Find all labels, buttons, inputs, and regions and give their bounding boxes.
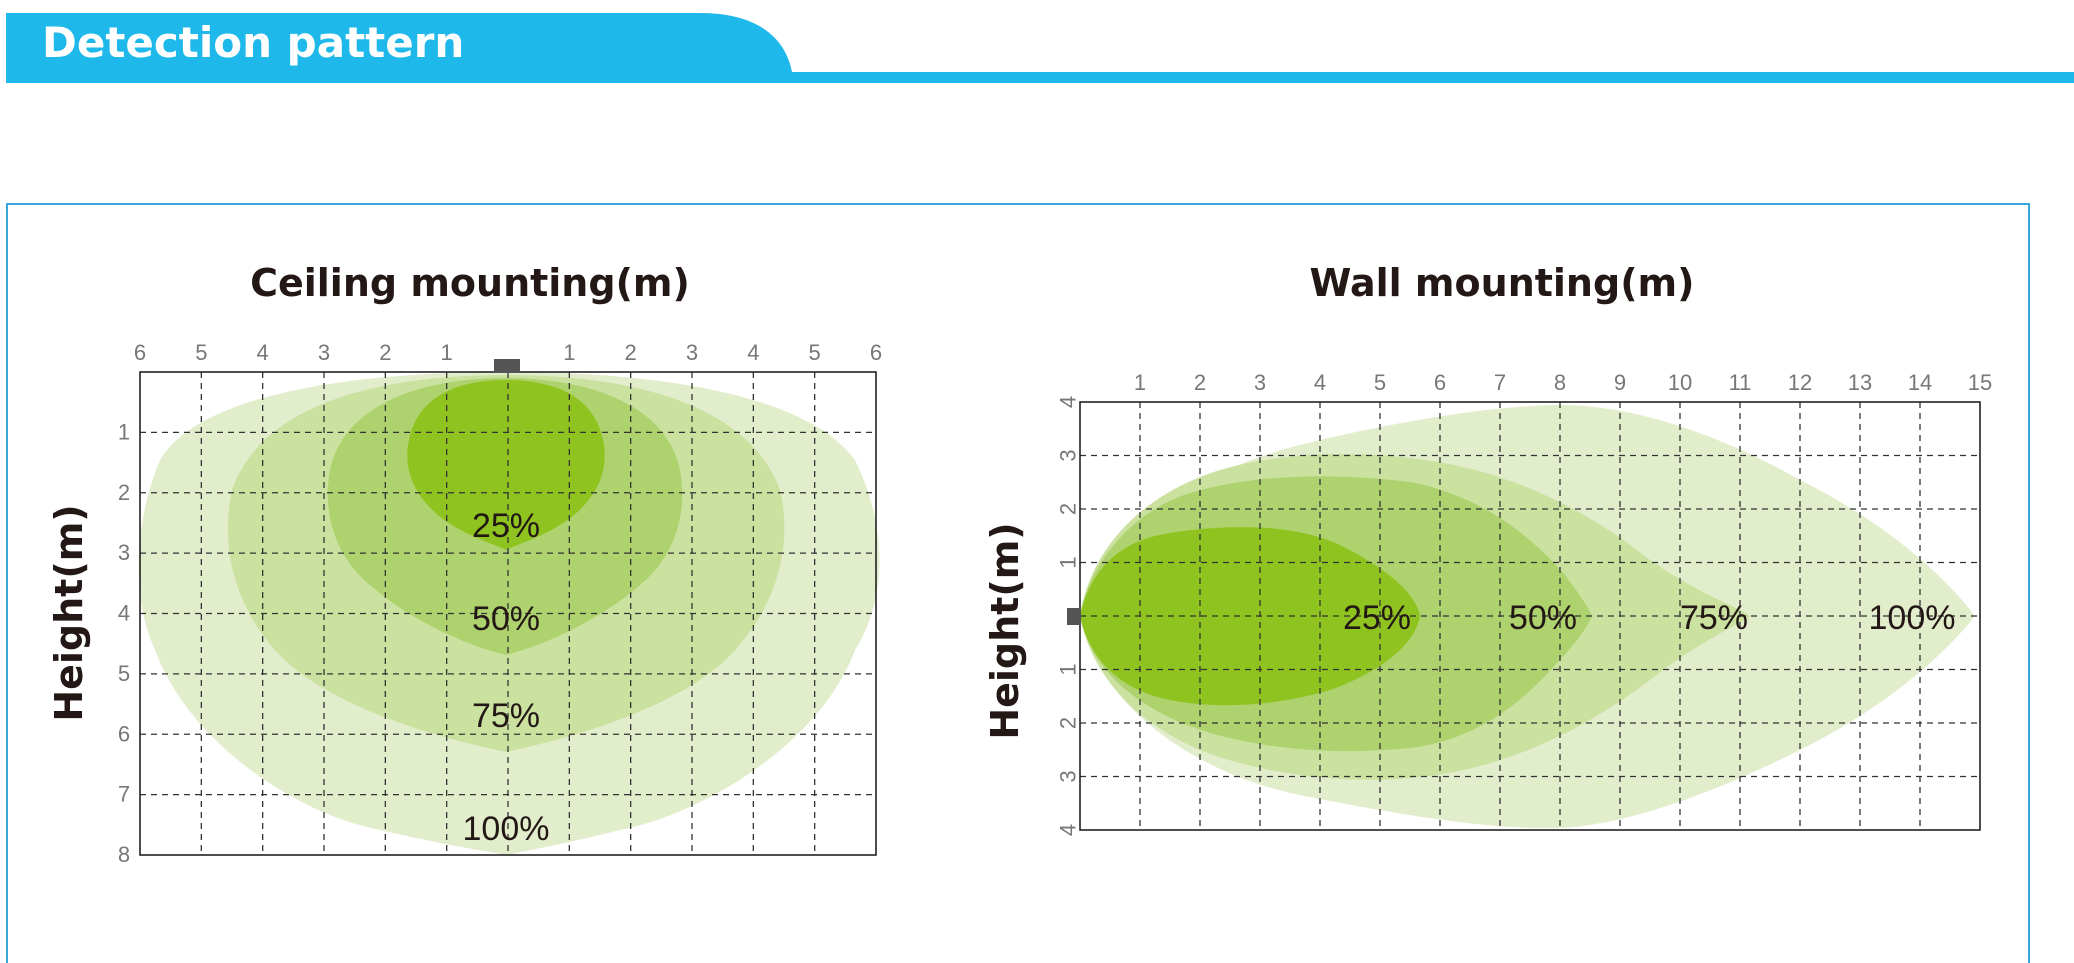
x-tick-label: 1	[563, 340, 575, 365]
x-tick-label: 1	[1134, 370, 1146, 395]
page-title: Detection pattern	[42, 18, 465, 67]
wall-x-ticks: 1 2 3 4 5 6 7 8 9 10 11 12 13 14 15	[1134, 370, 1992, 395]
wall-grid	[1080, 402, 1980, 830]
y-tick-label: 1	[1056, 663, 1081, 675]
ceiling-title: Ceiling mounting(m)	[250, 261, 690, 305]
y-tick-label: 7	[118, 782, 130, 807]
x-tick-label: 6	[1434, 370, 1446, 395]
ceiling-zone-label-100: 100%	[463, 810, 550, 848]
y-tick-label: 1	[118, 419, 130, 444]
ceiling-zone-label-75: 75%	[472, 697, 540, 735]
x-tick-label: 14	[1908, 370, 1932, 395]
x-tick-label: 12	[1788, 370, 1812, 395]
x-tick-label: 11	[1729, 370, 1752, 395]
y-tick-label: 6	[118, 721, 130, 746]
x-tick-label: 7	[1494, 370, 1506, 395]
y-tick-label: 2	[1056, 503, 1081, 515]
y-tick-label: 4	[118, 601, 130, 626]
wall-sensor-icon	[1067, 608, 1081, 625]
ceiling-y-ticks: 1 2 3 4 5 6 7 8	[118, 419, 130, 867]
y-tick-label: 5	[118, 661, 130, 686]
y-tick-label: 2	[118, 480, 130, 505]
ceiling-x-ticks: 6 5 4 3 2 1 1 2 3 4 5 6	[134, 340, 882, 365]
ceiling-sensor-icon	[494, 359, 520, 373]
x-tick-label: 9	[1614, 370, 1626, 395]
y-tick-label: 8	[118, 842, 130, 867]
ceiling-ylabel: Height(m)	[47, 504, 91, 721]
x-tick-label: 4	[257, 340, 269, 365]
x-tick-label: 13	[1848, 370, 1872, 395]
ceiling-grid	[140, 372, 876, 855]
ceiling-zone-label-50: 50%	[472, 600, 540, 638]
x-tick-label: 6	[134, 340, 146, 365]
x-tick-label: 8	[1554, 370, 1566, 395]
y-tick-label: 3	[1056, 449, 1081, 461]
x-tick-label: 3	[686, 340, 698, 365]
x-tick-label: 2	[1194, 370, 1206, 395]
x-tick-label: 4	[1314, 370, 1326, 395]
ceiling-zone-label-25: 25%	[472, 507, 540, 545]
x-tick-label: 2	[625, 340, 637, 365]
ceiling-chart: Ceiling mounting(m) 6 5 4 3 2 1 1 2 3 4 5 6 1 2 3 4 5 6 7…	[47, 261, 882, 867]
x-tick-label: 5	[809, 340, 821, 365]
x-tick-label: 3	[1254, 370, 1266, 395]
wall-ylabel: Height(m)	[983, 522, 1027, 739]
x-tick-label: 15	[1968, 370, 1992, 395]
x-tick-label: 1	[441, 340, 453, 365]
x-tick-label: 6	[870, 340, 882, 365]
wall-title: Wall mounting(m)	[1309, 261, 1694, 305]
y-tick-label: 1	[1056, 556, 1081, 568]
y-tick-label: 2	[1056, 717, 1081, 729]
diagram-panel	[6, 203, 2030, 963]
x-tick-label: 3	[318, 340, 330, 365]
wall-chart: Wall mounting(m) 1 2 3 4 5 6 7 8 9 10 11 12 13 14 15 4…	[983, 261, 1992, 836]
x-tick-label: 5	[195, 340, 207, 365]
y-tick-label: 3	[118, 540, 130, 565]
section-header: Detection pattern	[0, 0, 2074, 90]
x-tick-label: 2	[379, 340, 391, 365]
y-tick-label: 4	[1056, 396, 1081, 408]
wall-y-ticks: 4 3 2 1 1 2 3 4	[1056, 396, 1081, 836]
x-tick-label: 10	[1668, 370, 1692, 395]
wall-zone-label-50: 50%	[1509, 599, 1577, 637]
y-tick-label: 4	[1056, 824, 1081, 836]
ceiling-zone-25	[407, 380, 605, 550]
header-banner	[6, 13, 2074, 83]
wall-zone-label-100: 100%	[1869, 599, 1956, 637]
x-tick-label: 4	[747, 340, 759, 365]
x-tick-label: 5	[1374, 370, 1386, 395]
wall-zone-label-75: 75%	[1680, 599, 1748, 637]
y-tick-label: 3	[1056, 770, 1081, 782]
wall-zone-label-25: 25%	[1343, 599, 1411, 637]
